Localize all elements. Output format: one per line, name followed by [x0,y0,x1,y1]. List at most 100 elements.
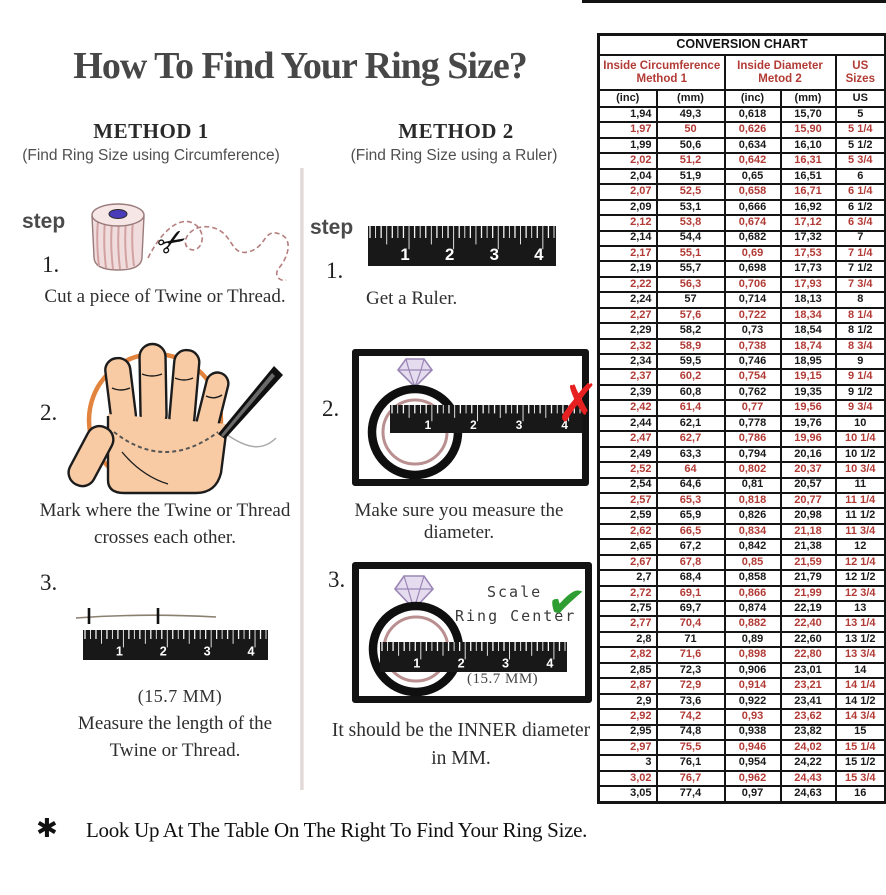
table-row: 3,02 76,7 0,962 24,43 15 3/4 [597,769,886,788]
table-cell: 17,32 [779,229,837,247]
table-cell: 2,32 [597,337,658,356]
table-cell: 7 1/4 [834,244,886,263]
unit-header: (inc) [723,89,782,108]
table-cell: 12 1/2 [834,569,886,587]
table-cell: 15,90 [779,121,837,139]
table-cell: 1,99 [597,136,658,155]
table-cell: 0,858 [723,569,782,587]
table-cell: 2,07 [597,183,658,201]
table-cell: 6 1/2 [834,198,886,217]
method1-heading: METHOD 1 [93,119,209,143]
table-cell: 71,6 [655,646,726,664]
vertical-divider [300,168,304,790]
table-row: 2,77 70,4 0,882 22,40 13 1/4 [597,615,886,633]
table-row: 2,42 61,4 0,77 19,56 9 3/4 [597,399,886,417]
table-row: 2,04 51,9 0,65 16,51 6 [597,167,886,186]
ruler-number: 2 [470,419,477,432]
table-cell: 17,93 [779,275,837,294]
method2-step1-text: Get a Ruler. [366,288,458,309]
ruler: 1 2 3 4 [368,226,556,266]
table-cell: 50,6 [655,136,726,155]
table-cell: 17,53 [779,244,837,263]
table-cell: 2,67 [597,553,658,572]
method2-step3-text-line1: It should be the INNER diameter [331,720,591,741]
table-cell: 0,786 [723,430,782,448]
table-cell: 19,35 [779,383,837,402]
ruler-number: 4 [546,657,553,671]
table-cell: 8 [834,291,886,309]
thumb [67,424,115,488]
twine-spool-illustration: ✂ [91,203,289,282]
table-cell: 21,59 [779,553,837,572]
table-cell: 16,31 [779,152,837,170]
table-row: 1,97 50 0,626 15,90 5 1/4 [597,121,886,139]
method1-step3-number: 3. [40,570,58,595]
table-cell: 1,94 [597,105,658,124]
table-cell: 5 1/2 [834,136,886,155]
table-cell: 7 1/2 [834,260,886,278]
table-cell: 60,8 [655,383,726,402]
table-cell: 67,2 [655,538,726,556]
table-cell: 0,962 [723,769,782,788]
table-row: 2,49 63,3 0,794 20,16 10 1/2 [597,445,886,464]
table-cell: 2,34 [597,352,658,371]
table-cell: 0,698 [723,260,782,278]
table-cell: 9 1/4 [834,368,886,386]
method2-subheading: (Find Ring Size using a Ruler) [350,147,558,164]
table-cell: 23,82 [779,723,837,741]
table-cell: 0,818 [723,491,782,510]
method2-measure-value: (15.7 MM) [467,671,539,687]
table-cell: 22,60 [779,630,837,649]
table-cell: 13 [834,599,886,618]
table-cell: 0,762 [723,383,782,402]
table-cell: 8 3/4 [834,337,886,356]
method2-heading: METHOD 2 [398,119,514,143]
ruler-number: 1 [425,419,432,432]
table-cell: 2,17 [597,244,658,263]
table-row: 2,44 62,1 0,778 19,76 10 [597,414,886,433]
table-cell: 13 3/4 [834,646,886,664]
table-cell: 0,77 [723,399,782,417]
table-cell: 21,18 [779,522,837,541]
col-header-us-sizes: US Sizes [834,54,886,91]
table-cell: 3 [597,754,658,772]
table-cell: 2,9 [597,692,658,711]
table-row: 2,59 65,9 0,826 20,98 11 1/2 [597,507,886,525]
thread-line [75,614,217,619]
table-cell: 2,22 [597,275,658,294]
palm-line [121,451,169,485]
method2-step3-text-line2: in MM. [431,748,491,769]
ring-ruler-wrong: 1 2 3 4 [367,358,582,480]
table-cell: 2,7 [597,569,658,587]
table-row: 2,92 74,2 0,93 23,62 14 3/4 [597,708,886,726]
table-cell: 0,922 [723,692,782,711]
table-cell: 2,8 [597,630,658,649]
table-row: 2,39 60,8 0,762 19,35 9 1/2 [597,383,886,402]
method2-step2-number: 2. [322,396,340,421]
table-cell: 67,8 [655,553,726,572]
table-cell: 0,866 [723,584,782,603]
table-cell: 0,85 [723,553,782,572]
table-cell: 20,57 [779,476,837,494]
ruler-number: 1 [413,657,420,671]
table-cell: 65,9 [655,507,726,525]
table-cell: 58,2 [655,322,726,340]
table-cell: 3,05 [597,785,658,804]
asterisk-icon: ✱ [36,814,58,844]
table-row: 2,62 66,5 0,834 21,18 11 3/4 [597,522,886,541]
table-cell: 64,6 [655,476,726,494]
table-cell: 0,714 [723,291,782,309]
table-cell: 2,95 [597,723,658,741]
table-cell: 72,3 [655,661,726,680]
table-row: 2,24 57 0,714 18,13 8 [597,291,886,309]
table-cell: 61,4 [655,399,726,417]
ruler-number: 3 [502,657,509,671]
table-cell: 0,69 [723,244,782,263]
footnote-text: Look Up At The Table On The Right To Fin… [86,818,588,842]
table-row: 2,52 64 0,802 20,37 10 3/4 [597,461,886,479]
table-cell: 0,626 [723,121,782,139]
table-cell: 18,54 [779,322,837,340]
table-cell: 77,4 [655,785,726,804]
table-cell: 0,89 [723,630,782,649]
top-border-line [582,0,886,3]
